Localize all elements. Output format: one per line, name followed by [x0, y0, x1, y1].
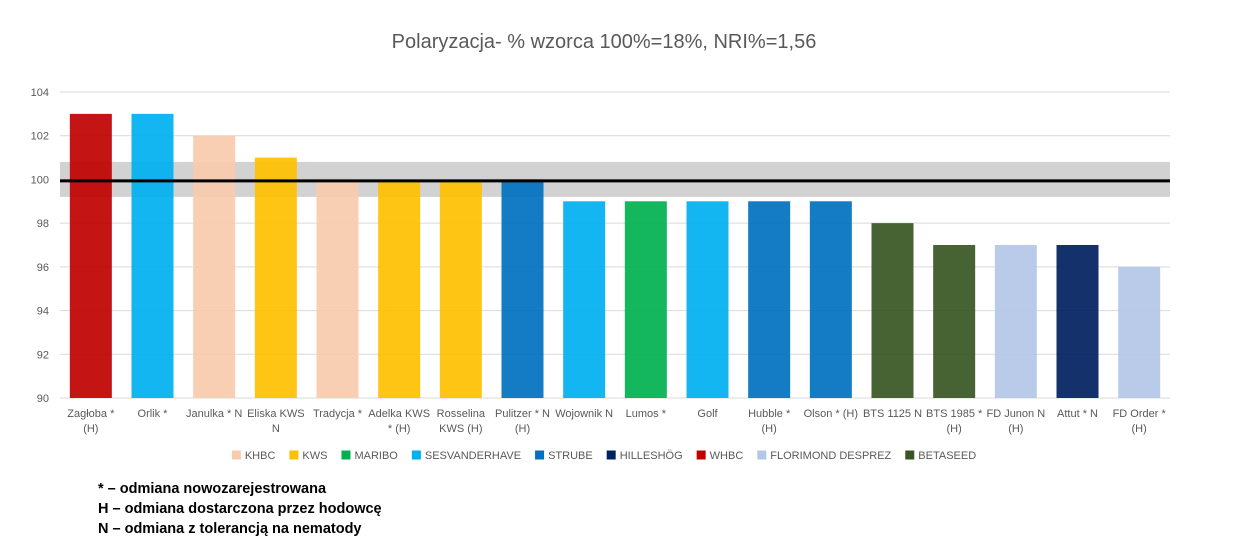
x-tick-label: Adelka KWS: [368, 408, 430, 420]
bar: [69, 113, 112, 398]
x-tick-label: FD Order *: [1113, 408, 1167, 420]
footnote-new-variety: * – odmiana nowozarejestrowana: [98, 481, 327, 497]
bar: [439, 179, 482, 398]
x-tick-label: Golf: [697, 408, 718, 420]
x-tick-label: Olson * (H): [804, 408, 858, 420]
legend-label: MARIBO: [354, 450, 398, 462]
bar: [809, 201, 852, 398]
legend-label: HILLESHÖG: [620, 450, 683, 462]
x-tick-label: (H): [1008, 423, 1023, 435]
bar: [933, 245, 976, 398]
x-tick-label: (H): [762, 423, 777, 435]
bar: [1118, 266, 1161, 398]
bar: [1056, 245, 1099, 398]
x-tick-label: Lumos *: [626, 408, 667, 420]
x-tick-label: Rosselina: [437, 408, 486, 420]
legend-label: KWS: [302, 450, 327, 462]
x-tick-label: Wojownik N: [555, 408, 613, 420]
x-tick-label: Eliska KWS: [247, 408, 304, 420]
x-tick-label: Tradycja *: [313, 408, 363, 420]
x-tick-label: FD Junon N: [986, 408, 1045, 420]
x-tick-label: (H): [83, 423, 98, 435]
bar: [563, 201, 606, 398]
bar: [624, 201, 667, 398]
x-tick-label: Orlik *: [138, 408, 169, 420]
x-tick-label: Zagłoba *: [67, 408, 115, 420]
y-tick-label: 102: [31, 131, 49, 143]
legend-label: FLORIMOND DESPREZ: [770, 450, 891, 462]
legend-label: WHBC: [710, 450, 744, 462]
y-tick-label: 100: [31, 174, 49, 186]
legend-swatch: [606, 450, 616, 460]
bar: [254, 157, 297, 398]
legend-label: BETASEED: [918, 450, 976, 462]
reference-band-rect: [60, 161, 1170, 197]
bars: [69, 113, 1161, 398]
legend-label: KHBC: [245, 450, 276, 462]
y-tick-label: 96: [37, 262, 49, 274]
footnote-breeder-supplied: H – odmiana dostarczona przez hodowcę: [98, 501, 382, 517]
bar: [193, 135, 236, 398]
legend-swatch: [411, 450, 421, 460]
legend-swatch: [535, 450, 545, 460]
y-tick-label: 92: [37, 349, 49, 361]
x-tick-label: Pulitzer * N: [495, 408, 550, 420]
footnote-nematode-tolerance: N – odmiana z tolerancją na nematody: [98, 521, 362, 537]
x-tick-label: Hubble *: [748, 408, 791, 420]
bar: [748, 201, 791, 398]
x-tick-label: Attut * N: [1057, 408, 1098, 420]
reference-band: [60, 161, 1170, 197]
legend: KHBC KWS MARIBO SESVANDERHAVE STRUBE HILLESHÖ…: [231, 450, 976, 462]
y-tick-label: 90: [37, 393, 49, 405]
x-tick-label: (H): [515, 423, 530, 435]
y-tick-label: 104: [31, 87, 49, 99]
bar: [686, 201, 729, 398]
x-tick-label: Janulka * N: [186, 408, 242, 420]
y-tick-label: 98: [37, 218, 49, 230]
legend-label: STRUBE: [548, 450, 593, 462]
x-tick-label: (H): [1132, 423, 1147, 435]
bar: [378, 179, 421, 398]
x-tick-label: BTS 1125 N: [863, 408, 922, 420]
chart-title: Polaryzacja- % wzorca 100%=18%, NRI%=1,5…: [392, 31, 817, 53]
bar: [316, 179, 359, 398]
legend-swatch: [289, 450, 299, 460]
legend-swatch: [341, 450, 351, 460]
y-tick-label: 94: [37, 306, 49, 318]
x-tick-label: (H): [947, 423, 962, 435]
y-axis-ticks: 90 92 94 96 98 100 102 104: [31, 87, 49, 405]
bar: [131, 113, 174, 398]
x-tick-label: * (H): [388, 423, 411, 435]
x-tick-label: N: [272, 423, 280, 435]
x-tick-label: BTS 1985 *: [926, 408, 983, 420]
footnotes: * – odmiana nowozarejestrowana H – odmia…: [98, 479, 382, 539]
legend-swatch: [757, 450, 767, 460]
x-tick-label: KWS (H): [439, 423, 482, 435]
legend-label: SESVANDERHAVE: [425, 450, 521, 462]
x-axis-labels: Zagłoba * (H) Orlik * Janulka * N Eliska KWS…: [67, 408, 1166, 435]
legend-swatch: [231, 450, 241, 460]
bar: [501, 179, 544, 398]
bar: [871, 223, 914, 398]
legend-swatch: [696, 450, 706, 460]
legend-swatch: [905, 450, 915, 460]
bar: [994, 245, 1037, 398]
